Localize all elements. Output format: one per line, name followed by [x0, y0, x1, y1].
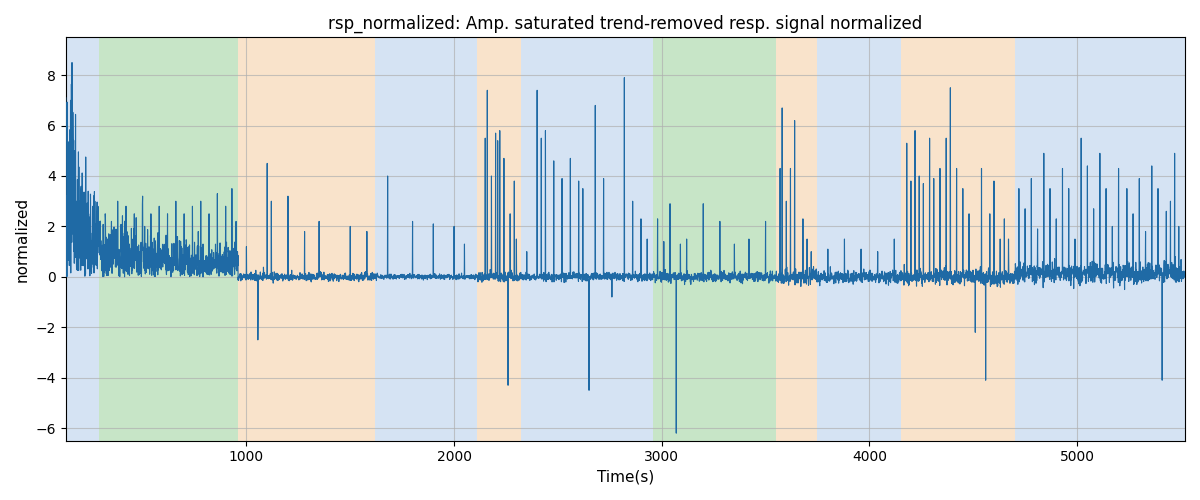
Bar — [1015, 38, 1186, 440]
Bar — [100, 38, 238, 440]
Bar — [476, 38, 521, 440]
Bar — [654, 38, 678, 440]
Bar — [66, 38, 100, 440]
Bar — [900, 38, 1015, 440]
Bar — [776, 38, 817, 440]
Bar — [521, 38, 654, 440]
Y-axis label: normalized: normalized — [16, 196, 30, 282]
Title: rsp_normalized: Amp. saturated trend-removed resp. signal normalized: rsp_normalized: Amp. saturated trend-rem… — [329, 15, 923, 34]
Bar — [817, 38, 900, 440]
Bar — [678, 38, 776, 440]
Bar — [376, 38, 476, 440]
X-axis label: Time(s): Time(s) — [596, 470, 654, 485]
Bar — [238, 38, 376, 440]
